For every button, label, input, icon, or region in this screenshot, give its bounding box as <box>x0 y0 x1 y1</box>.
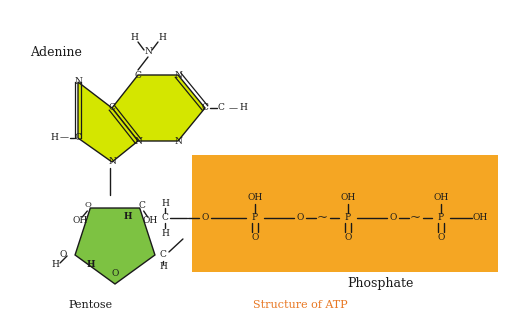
Text: H: H <box>51 261 59 270</box>
Text: P: P <box>252 213 258 222</box>
Text: C: C <box>201 103 209 113</box>
Text: N: N <box>108 158 116 167</box>
Text: H: H <box>130 33 138 42</box>
Text: OH: OH <box>472 213 488 222</box>
Text: C: C <box>75 133 81 143</box>
Text: Adenine: Adenine <box>30 46 82 58</box>
Text: O: O <box>111 270 119 278</box>
Text: C: C <box>218 103 224 113</box>
Text: C: C <box>138 201 145 210</box>
Text: ~: ~ <box>410 211 421 225</box>
Text: N: N <box>134 137 142 145</box>
Text: H: H <box>87 261 95 270</box>
Text: Phosphate: Phosphate <box>347 277 413 290</box>
Text: O: O <box>296 213 304 222</box>
Text: N: N <box>174 137 182 145</box>
Text: O: O <box>251 234 259 242</box>
Text: OH: OH <box>73 216 88 225</box>
Text: O: O <box>437 234 445 242</box>
Text: OH: OH <box>247 194 263 203</box>
Text: C: C <box>160 250 166 259</box>
Text: H: H <box>239 103 247 113</box>
Text: H: H <box>161 228 169 238</box>
Polygon shape <box>78 82 138 162</box>
Text: C: C <box>109 103 116 113</box>
Polygon shape <box>75 208 155 284</box>
Text: H: H <box>158 33 166 42</box>
Text: —: — <box>60 133 69 143</box>
Text: Structure of ATP: Structure of ATP <box>252 300 347 310</box>
Text: C: C <box>162 213 169 222</box>
Text: O: O <box>201 213 209 222</box>
Text: Pentose: Pentose <box>68 300 112 310</box>
Text: N: N <box>144 48 152 56</box>
Text: ~: ~ <box>317 211 328 225</box>
Text: H: H <box>159 263 167 271</box>
Text: H: H <box>50 133 58 143</box>
Text: H: H <box>123 211 132 220</box>
Text: O: O <box>60 250 67 259</box>
Text: OH: OH <box>340 194 356 203</box>
Text: N: N <box>174 70 182 79</box>
Text: C: C <box>134 70 141 79</box>
Text: O: O <box>85 201 92 209</box>
Text: N: N <box>74 78 82 86</box>
Text: OH: OH <box>433 194 448 203</box>
Text: —: — <box>228 105 237 114</box>
Text: OH: OH <box>142 216 158 225</box>
Text: O: O <box>344 234 351 242</box>
Text: O: O <box>389 213 397 222</box>
FancyBboxPatch shape <box>192 155 498 272</box>
Text: H: H <box>161 199 169 209</box>
Text: P: P <box>438 213 444 222</box>
Polygon shape <box>112 75 205 141</box>
Text: P: P <box>345 213 351 222</box>
